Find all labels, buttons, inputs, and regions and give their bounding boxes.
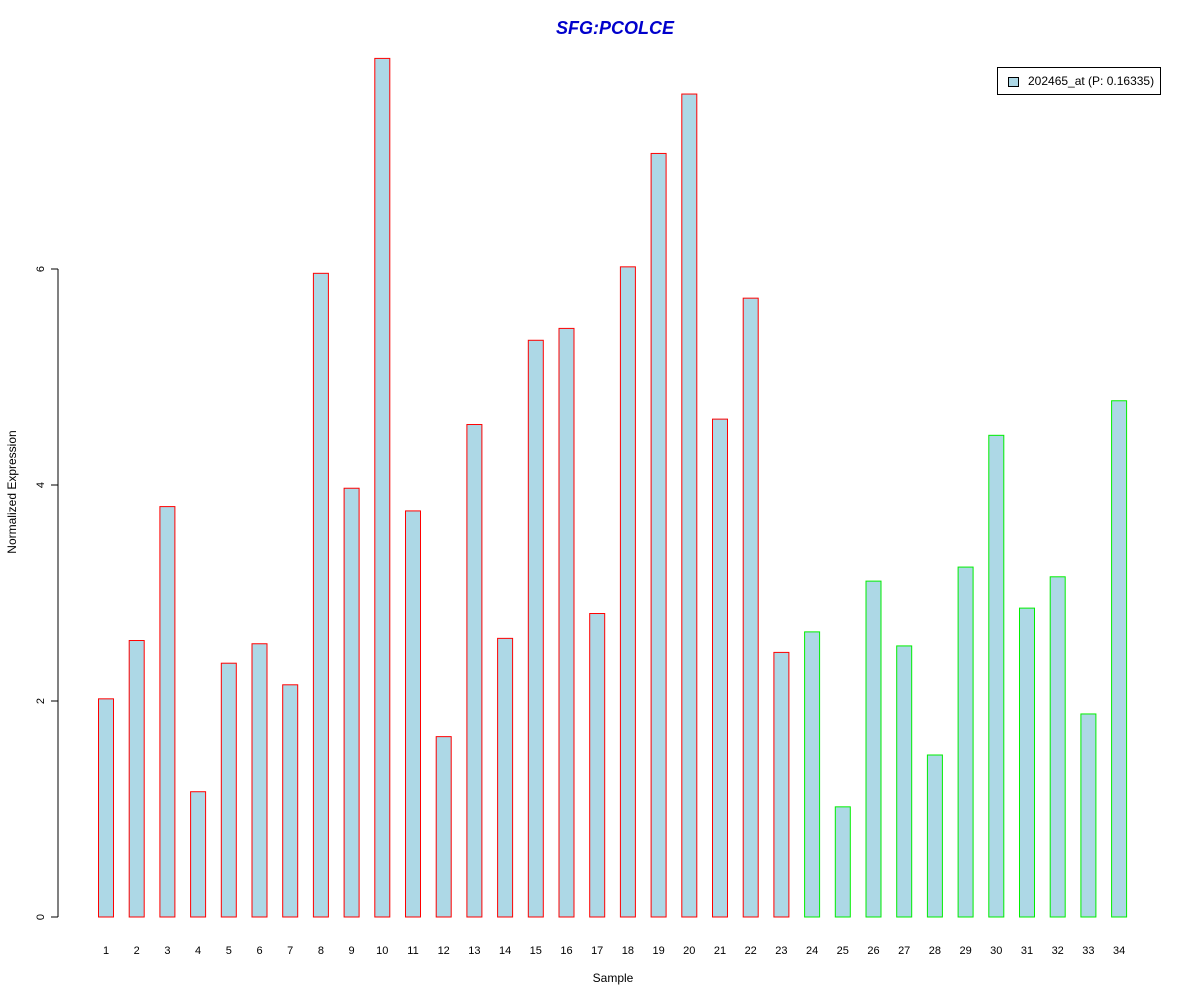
y-axis-label: Normalized Expression [5,430,19,554]
bar [957,566,974,918]
x-tick-label: 12 [438,945,450,957]
legend: 202465_at (P: 0.16335) [997,67,1161,95]
bar [988,434,1005,918]
x-tick-label: 19 [652,945,664,957]
bar [282,684,299,918]
bar [804,631,821,918]
legend-entry: 202465_at (P: 0.16335) [1028,74,1155,88]
x-tick-label: 2 [134,945,140,957]
x-tick-label: 20 [683,945,695,957]
y-tick-label: 2 [35,698,47,704]
bar [435,736,452,918]
x-tick-label: 17 [591,945,603,957]
bar [865,580,882,918]
y-tick-label: 0 [35,914,47,920]
bar [896,645,913,918]
x-tick-label: 7 [287,945,293,957]
x-tick-label: 30 [990,945,1002,957]
x-axis-label: Sample [592,971,634,985]
bar [712,418,728,918]
x-tick-label: 22 [745,945,757,957]
y-tick-label: 6 [35,266,47,272]
bar [589,613,606,918]
x-tick-label: 5 [226,945,232,957]
x-tick-label: 8 [318,945,324,957]
bar [497,637,514,918]
x-tick-label: 11 [407,945,418,957]
bar [1080,713,1097,918]
x-tick-label: 25 [837,945,849,957]
bar [128,640,145,918]
bar [466,424,483,918]
bar [343,487,360,918]
x-tick-label: 23 [775,945,787,957]
x-tick-label: 21 [714,945,726,957]
x-tick-label: 15 [530,945,542,957]
bar [159,506,176,918]
x-tick-label: 1 [103,945,109,957]
x-tick-label: 13 [468,945,480,957]
x-tick-label: 24 [806,945,818,957]
bar [220,662,237,918]
bar [1019,607,1035,918]
bar [98,698,114,918]
x-tick-label: 9 [349,945,355,957]
x-tick-label: 26 [867,945,879,957]
chart-title: SFG:PCOLCE [555,18,674,38]
bar [527,339,544,918]
bar [1049,576,1066,918]
x-tick-label: 16 [560,945,572,957]
bar [374,57,391,918]
x-tick-label: 29 [959,945,971,957]
y-tick-label: 4 [35,482,47,488]
x-tick-label: 31 [1021,945,1033,957]
bar-series [98,57,1128,918]
x-tick-label: 33 [1082,945,1094,957]
bar [558,327,575,918]
bar [773,651,790,918]
x-tick-label: 34 [1113,945,1125,957]
legend-swatch [1008,77,1019,87]
bar [190,791,207,918]
bar [312,272,329,918]
bar [834,806,851,918]
x-tick-label: 27 [898,945,910,957]
bar [619,266,636,918]
bar [926,754,943,918]
bar [405,510,421,918]
y-axis: 0 2 4 6 [35,266,59,920]
x-tick-labels: 1 2 3 4 5 6 7 8 9 10 11 12 13 14 15 16 17 18 19 20 21 22 23 24 2… [103,945,1125,957]
x-tick-label: 3 [164,945,170,957]
x-tick-label: 32 [1052,945,1064,957]
bar [742,297,759,918]
bar [1111,400,1128,918]
x-tick-label: 6 [256,945,262,957]
x-tick-label: 4 [195,945,201,957]
x-tick-label: 14 [499,945,511,957]
x-tick-label: 10 [376,945,388,957]
x-tick-label: 18 [622,945,634,957]
bar [650,152,667,918]
bar [681,93,698,918]
bar [251,643,268,918]
x-tick-label: 28 [929,945,941,957]
